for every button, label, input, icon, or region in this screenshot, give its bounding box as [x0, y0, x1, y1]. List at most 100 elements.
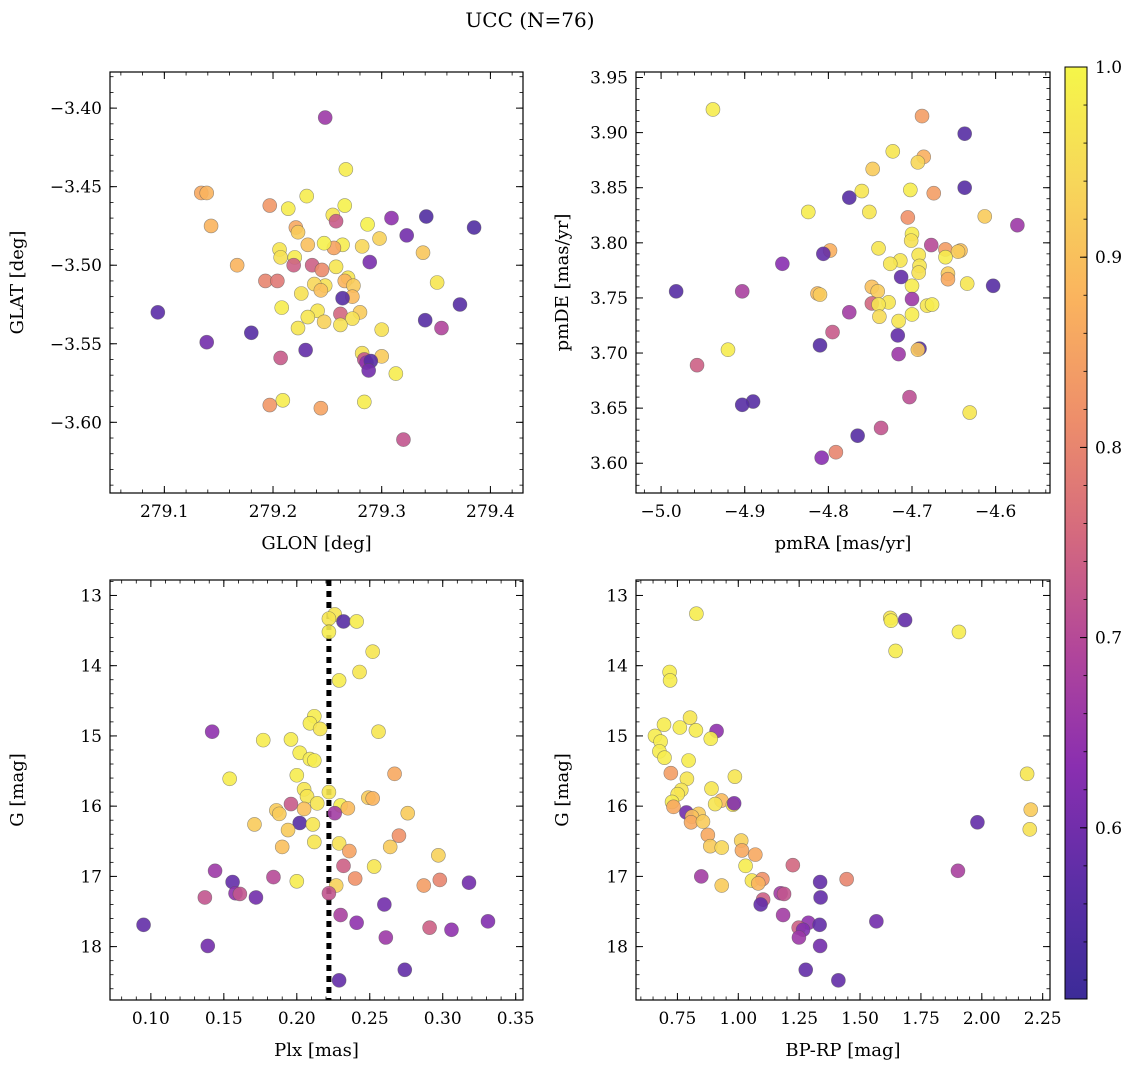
x-tick-label: 1.50	[841, 1009, 879, 1029]
y-tick-label: 3.65	[590, 399, 628, 419]
data-point	[816, 246, 831, 262]
data-point	[336, 614, 351, 629]
data-point	[689, 606, 704, 622]
data-point	[275, 393, 291, 408]
data-point	[891, 313, 906, 329]
plot-frame	[635, 71, 1051, 494]
data-point	[885, 144, 901, 159]
data-point	[273, 350, 288, 366]
y-tick-label: 17	[606, 867, 628, 887]
data-point	[882, 256, 898, 272]
data-point	[307, 834, 322, 850]
data-point	[399, 228, 415, 243]
data-point	[432, 872, 448, 888]
data-point	[657, 750, 672, 765]
data-point	[366, 859, 382, 874]
data-point	[812, 874, 828, 890]
panel-2: −5.0 −4.9 −4.8 −4.7 −4.6 3.60 3.65 3.70 3.75 3.80…	[552, 69, 1051, 554]
plot-frame	[109, 579, 524, 1001]
data-point	[791, 930, 807, 945]
y-tick-label: 13	[80, 586, 102, 606]
data-point	[480, 914, 496, 929]
data-point	[150, 305, 166, 320]
y-tick-label: 3.70	[590, 344, 628, 364]
data-point	[378, 930, 394, 945]
data-point	[656, 717, 672, 732]
data-point	[248, 890, 264, 905]
data-point	[1019, 766, 1035, 782]
data-point	[262, 198, 278, 213]
data-point	[417, 312, 433, 328]
x-tick-label: 0.25	[351, 1009, 389, 1029]
panel-1: 279.1 279.2 279.3 279.4 −3.60 −3.55 −3.50 −3.45…	[7, 71, 524, 554]
data-point	[959, 276, 975, 291]
data-point	[893, 269, 909, 285]
data-point	[289, 874, 305, 889]
points-layer	[668, 102, 1025, 466]
data-point	[734, 843, 750, 858]
data-point	[904, 307, 920, 322]
data-point	[347, 871, 363, 886]
data-point	[328, 213, 344, 229]
colorbar-tick-label: 1.0	[1095, 58, 1122, 78]
data-point	[753, 897, 768, 912]
y-tick-label: 3.95	[590, 69, 628, 89]
y-tick-label: −3.60	[50, 413, 102, 433]
x-tick-label: −4.9	[724, 502, 765, 522]
y-tick-label: 18	[606, 938, 628, 958]
data-point	[689, 357, 705, 373]
data-point	[331, 836, 347, 851]
data-point	[970, 815, 985, 830]
data-point	[283, 796, 299, 812]
data-point	[335, 290, 350, 306]
data-point	[839, 871, 854, 887]
data-point	[333, 317, 348, 333]
x-axis-label: BP-RP [mag]	[785, 1040, 900, 1061]
data-point	[349, 915, 364, 931]
data-point	[734, 397, 750, 413]
data-point	[197, 890, 213, 905]
data-point	[962, 405, 978, 420]
data-point	[352, 664, 367, 680]
data-point	[255, 732, 271, 748]
data-point	[734, 284, 750, 299]
data-point	[938, 249, 953, 265]
data-point	[280, 822, 296, 838]
data-point	[914, 108, 930, 124]
figure-title: UCC (N=76)	[465, 8, 594, 32]
data-point	[461, 875, 477, 891]
data-point	[270, 273, 285, 289]
y-tick-label: −3.55	[50, 335, 102, 355]
y-tick-label: 15	[80, 727, 102, 747]
data-point	[338, 162, 354, 177]
data-point	[349, 614, 364, 629]
data-point	[340, 800, 356, 816]
data-point	[400, 805, 416, 821]
y-tick-label: −3.45	[50, 178, 102, 198]
x-tick-label: 2.25	[1024, 1009, 1062, 1029]
data-point	[775, 256, 790, 272]
points-layer	[136, 580, 496, 1000]
y-tick-label: 13	[606, 586, 628, 606]
x-tick-label: 1.25	[780, 1009, 818, 1029]
data-point	[951, 624, 967, 640]
data-point	[298, 342, 313, 358]
data-point	[923, 237, 939, 253]
data-point	[229, 257, 245, 273]
data-point	[313, 283, 329, 298]
x-axis-label: GLON [deg]	[261, 533, 371, 554]
data-point	[825, 324, 840, 340]
data-point	[333, 907, 348, 923]
data-point	[872, 309, 887, 324]
data-point	[828, 444, 844, 460]
data-point	[950, 863, 966, 879]
data-point	[391, 828, 407, 843]
data-point	[940, 271, 956, 287]
data-point	[888, 643, 903, 659]
data-point	[262, 397, 278, 413]
data-point	[199, 334, 215, 350]
data-point	[312, 721, 328, 737]
colorbar: 0.6 0.7 0.8 0.9 1.0	[1064, 58, 1122, 1000]
data-point	[831, 973, 846, 988]
data-point	[663, 765, 679, 781]
